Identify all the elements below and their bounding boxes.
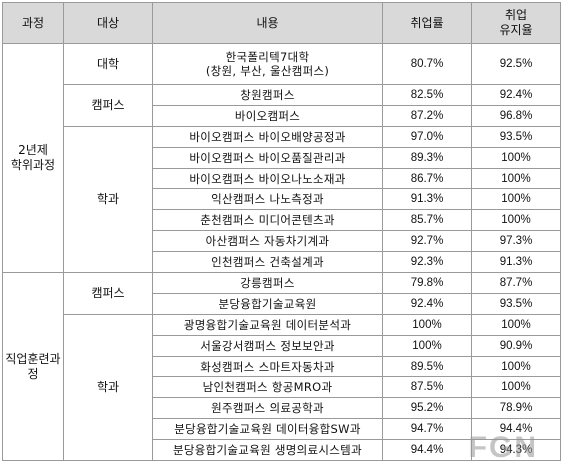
content-cell: 한국폴리텍7대학 (창원, 부산, 울산캠퍼스) [152, 43, 383, 85]
table-row: 캠퍼스 창원캠퍼스 82.5% 92.4% [3, 84, 561, 127]
retention-rate-cell: 96.8% [471, 104, 561, 127]
content-cell: 인천캠퍼스 건축설계과 [152, 251, 383, 274]
content-cell: 분당융합기술교육원 [152, 292, 383, 315]
table-row: 학과 광명융합기술교육원 데이터분석과 100% 100% [3, 313, 561, 462]
employment-rate-cell: 80.7% [382, 43, 472, 85]
table-row: 서울강서캠퍼스 정보보안과 100% 90.9% [3, 334, 561, 357]
table-row: 남인천캠퍼스 항공MRO과 87.5% 100% [3, 376, 561, 399]
employment-rate-cell: 92.7% [382, 230, 472, 253]
watermark-logo: FGN [468, 431, 538, 464]
content-cell: 아산캠퍼스 자동차기계과 [152, 230, 383, 253]
content-cell: 분당융합기술교육원 데이터융합SW과 [152, 418, 383, 441]
retention-rate-cell: 94.4% [471, 418, 561, 441]
retention-rate-cell: 87.7% [471, 272, 561, 294]
table-row: 원주캠퍼스 의료공학과 95.2% 78.9% [3, 397, 561, 420]
content-cell: 남인천캠퍼스 항공MRO과 [152, 376, 383, 399]
retention-rate-cell: 100% [471, 313, 561, 336]
target-department: 학과 [63, 313, 153, 462]
table-row: 바이오캠퍼스 바이오품질관리과 89.3% 100% [3, 146, 561, 169]
employment-rate-cell: 85.7% [382, 209, 472, 232]
employment-rate-cell: 94.7% [382, 418, 472, 441]
retention-rate-cell: 91.3% [471, 251, 561, 274]
table-row: 인천캠퍼스 건축설계과 92.3% 91.3% [3, 251, 561, 274]
content-cell: 바이오캠퍼스 바이오배양공정과 [152, 125, 383, 148]
content-cell: 서울강서캠퍼스 정보보안과 [152, 334, 383, 357]
header-course: 과정 [2, 2, 64, 44]
target-university: 대학 [63, 43, 153, 85]
retention-rate-cell: 92.4% [471, 84, 561, 106]
employment-rate-cell: 95.2% [382, 397, 472, 420]
employment-rate-cell: 94.4% [382, 439, 472, 462]
table-row: 분당융합기술교육원 데이터융합SW과 94.7% 94.4% [3, 418, 561, 441]
retention-rate-cell: 90.9% [471, 334, 561, 357]
content-cell: 창원캠퍼스 [152, 84, 383, 106]
header-content: 내용 [152, 2, 383, 44]
table-row: 학과 바이오캠퍼스 바이오배양공정과 97.0% 93.5% [3, 125, 561, 274]
table-row: 분당융합기술교육원 92.4% 93.5% [3, 292, 561, 315]
content-cell: 화성캠퍼스 스마트자동차과 [152, 355, 383, 378]
header-target: 대상 [63, 2, 153, 44]
target-campus: 캠퍼스 [63, 84, 153, 127]
retention-rate-cell: 100% [471, 355, 561, 378]
retention-rate-cell: 78.9% [471, 397, 561, 420]
employment-rate-cell: 87.5% [382, 376, 472, 399]
header-retention-rate: 취업 유지율 [471, 2, 561, 44]
employment-rate-cell: 82.5% [382, 84, 472, 106]
content-cell: 광명융합기술교육원 데이터분석과 [152, 313, 383, 336]
course-group-degree: 2년제 학위과정 [2, 42, 64, 274]
target-department: 학과 [63, 125, 153, 274]
retention-rate-cell: 97.3% [471, 230, 561, 253]
content-cell: 바이오캠퍼스 [152, 104, 383, 127]
content-cell: 바이오캠퍼스 바이오나노소재과 [152, 167, 383, 190]
content-cell: 익산캠퍼스 나노측정과 [152, 188, 383, 211]
retention-rate-cell: 92.5% [471, 43, 561, 85]
content-cell: 분당융합기술교육원 생명의료시스템과 [152, 439, 383, 462]
employment-rate-cell: 86.7% [382, 167, 472, 190]
employment-rate-cell: 92.4% [382, 292, 472, 315]
content-cell: 춘천캠퍼스 미디어콘텐츠과 [152, 209, 383, 232]
employment-rate-cell: 100% [382, 334, 472, 357]
retention-rate-cell: 100% [471, 188, 561, 211]
table-row: 춘천캠퍼스 미디어콘텐츠과 85.7% 100% [3, 209, 561, 232]
retention-rate-cell: 93.5% [471, 125, 561, 148]
table-row: 익산캠퍼스 나노측정과 91.3% 100% [3, 188, 561, 211]
content-cell: 바이오캠퍼스 바이오품질관리과 [152, 146, 383, 169]
employment-rate-table: 과정 대상 내용 취업률 취업 유지율 2년제 학위과정 대학 한국폴리텍7대학… [2, 2, 561, 462]
retention-rate-cell: 100% [471, 376, 561, 399]
table-row: 2년제 학위과정 대학 한국폴리텍7대학 (창원, 부산, 울산캠퍼스) 80.… [2, 42, 561, 274]
table-row: 바이오캠퍼스 87.2% 96.8% [3, 104, 561, 127]
target-campus: 캠퍼스 [63, 272, 153, 315]
employment-rate-cell: 92.3% [382, 251, 472, 274]
retention-rate-cell: 100% [471, 146, 561, 169]
header-row: 과정 대상 내용 취업률 취업 유지율 [2, 2, 561, 44]
retention-rate-cell: 100% [471, 209, 561, 232]
header-employment-rate: 취업률 [382, 2, 472, 44]
employment-rate-cell: 89.3% [382, 146, 472, 169]
course-group-vocational: 직업훈련과 정 [2, 272, 64, 462]
employment-rate-cell: 79.8% [382, 272, 472, 294]
employment-rate-cell: 97.0% [382, 125, 472, 148]
retention-rate-cell: 94.3% [471, 439, 561, 462]
table-row: 분당융합기술교육원 생명의료시스템과 94.4% 94.3% [3, 439, 561, 462]
table-row: 직업훈련과 정 캠퍼스 강릉캠퍼스 79.8% 87.7% [2, 272, 561, 462]
table-row: 아산캠퍼스 자동차기계과 92.7% 97.3% [3, 230, 561, 253]
employment-rate-cell: 87.2% [382, 104, 472, 127]
employment-rate-cell: 91.3% [382, 188, 472, 211]
employment-rate-cell: 100% [382, 313, 472, 336]
employment-rate-cell: 89.5% [382, 355, 472, 378]
retention-rate-cell: 93.5% [471, 292, 561, 315]
retention-rate-cell: 100% [471, 167, 561, 190]
content-cell: 원주캠퍼스 의료공학과 [152, 397, 383, 420]
table-row: 화성캠퍼스 스마트자동차과 89.5% 100% [3, 355, 561, 378]
content-cell: 강릉캠퍼스 [152, 272, 383, 294]
